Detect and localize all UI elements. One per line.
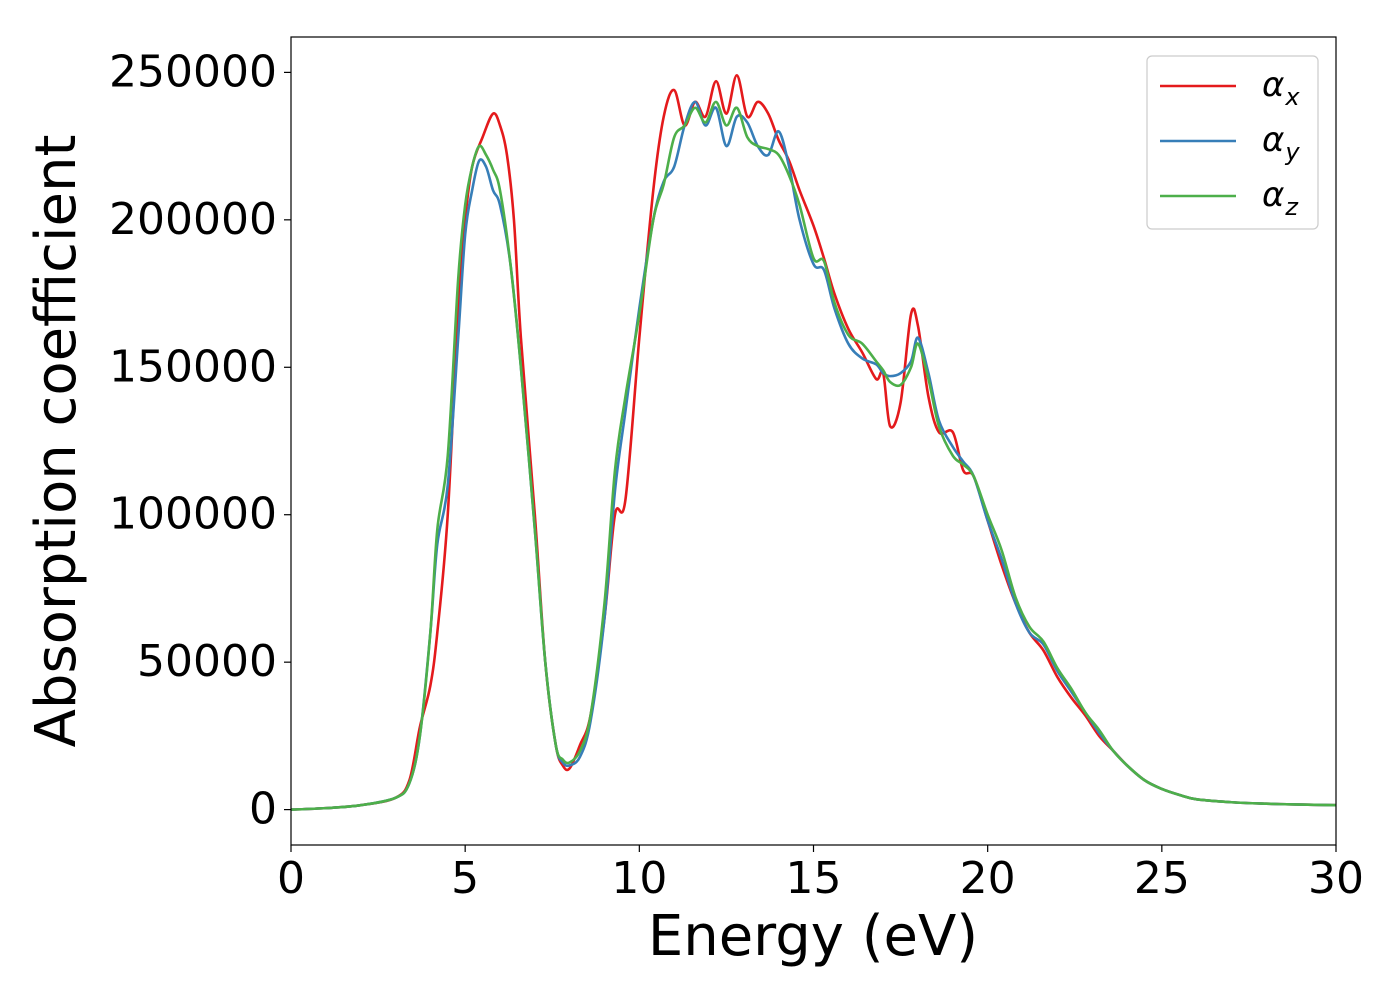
- legend-label: αx: [1262, 65, 1300, 111]
- y-tick-label: 100000: [109, 489, 277, 540]
- x-axis-label: Energy (eV): [648, 904, 978, 969]
- series-line-x: [290, 74, 1337, 811]
- x-tick-label: 0: [277, 853, 305, 904]
- y-axis-label: Absorption coefficient: [24, 135, 89, 748]
- x-tick-label: 30: [1308, 853, 1364, 904]
- legend-box: [1146, 55, 1319, 230]
- series-line-z: [290, 100, 1337, 811]
- x-tick-label: 5: [451, 853, 479, 904]
- x-tick-label: 20: [960, 853, 1016, 904]
- y-tick-label: 150000: [109, 341, 277, 392]
- x-tick-label: 10: [611, 853, 667, 904]
- y-axis-ticks: 0 50000 100000 150000 200000 250000: [109, 46, 291, 835]
- legend-item-z: αz: [1160, 175, 1299, 221]
- y-tick-label: 250000: [109, 46, 277, 97]
- x-axis-ticks: 0 5 10 15 20 25 30: [277, 845, 1364, 904]
- legend-label: αy: [1262, 120, 1300, 166]
- y-tick-label: 0: [249, 784, 277, 835]
- series-lines: [290, 74, 1337, 811]
- legend-item-y: αy: [1160, 120, 1300, 166]
- legend: αx αy αz: [1146, 55, 1319, 230]
- legend-label: αz: [1262, 175, 1299, 221]
- legend-items: αx αy αz: [1160, 65, 1300, 221]
- x-tick-label: 15: [786, 853, 842, 904]
- y-tick-label: 200000: [109, 194, 277, 245]
- legend-item-x: αx: [1160, 65, 1300, 111]
- x-tick-label: 25: [1134, 853, 1190, 904]
- y-tick-label: 50000: [137, 636, 277, 687]
